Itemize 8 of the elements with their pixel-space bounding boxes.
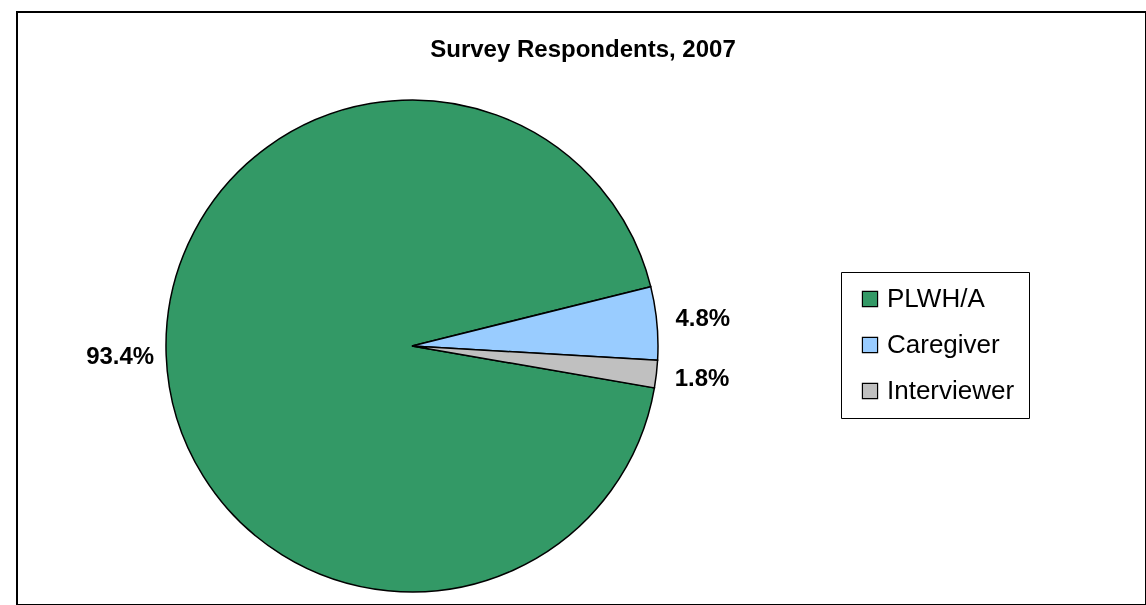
- legend-label: Interviewer: [887, 375, 1015, 405]
- legend-label: Caregiver: [887, 329, 1001, 359]
- data-label: 1.8%: [674, 364, 730, 392]
- chart-title: Survey Respondents, 2007: [430, 35, 736, 62]
- data-label: 4.8%: [675, 303, 731, 331]
- legend-label: PLWH/A: [887, 283, 986, 313]
- data-label: 93.4%: [86, 341, 155, 369]
- pie-slice: [165, 99, 656, 593]
